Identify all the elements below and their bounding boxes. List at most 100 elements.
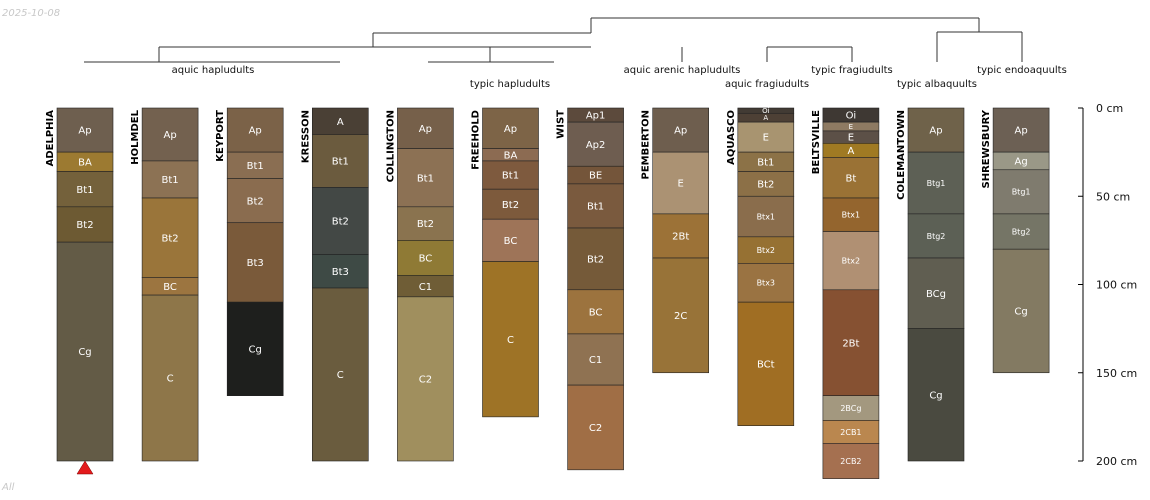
group-label-aquic-hapludults: aquic hapludults <box>172 65 255 76</box>
horizon-label: Bt3 <box>247 258 264 269</box>
horizon-label: Ag <box>1014 157 1027 168</box>
horizon-label: BA <box>504 150 518 161</box>
depth-tick-label: 50 cm <box>1096 190 1130 203</box>
horizon-label: Ap <box>249 126 262 137</box>
horizon-label: Bt2 <box>502 200 519 211</box>
horizon-label: Bt2 <box>332 217 349 228</box>
horizon-label: C1 <box>589 355 602 366</box>
horizon-label: Ap <box>78 126 91 137</box>
horizon-aquasco-8 <box>737 301 795 426</box>
horizon-kresson-2 <box>311 187 369 255</box>
horizon-label: Ap1 <box>586 111 606 122</box>
horizon-label: BA <box>78 157 92 168</box>
horizon-label: Bt1 <box>162 175 179 186</box>
horizon-label: Oi <box>846 111 857 122</box>
profile-shrewsbury: Ap Ag Btg1 Btg2 Cg SHREWSBURY <box>981 107 1050 374</box>
horizon-label: A <box>763 114 768 122</box>
horizon-label: 2Bt <box>672 232 689 243</box>
group-label-aquic-arenic-hapludults: aquic arenic hapludults <box>624 65 741 76</box>
horizon-pemberton-1 <box>652 151 710 215</box>
horizon-aquasco-5 <box>737 195 795 238</box>
horizon-collington-5 <box>397 296 454 462</box>
horizon-holmdel-4 <box>141 294 199 462</box>
horizon-beltsville-5 <box>822 197 880 232</box>
horizon-label: Bt1 <box>332 157 349 168</box>
horizon-shrewsbury-3 <box>992 213 1050 250</box>
horizon-label: BC <box>163 282 177 293</box>
profile-pemberton: Ap E 2Bt 2C PEMBERTON <box>641 107 710 374</box>
horizon-label: Bt2 <box>76 220 93 231</box>
horizon-label: Btx3 <box>757 279 775 288</box>
profile-kresson: A Bt1 Bt2 Bt3 C KRESSON <box>300 107 369 462</box>
horizon-label: Bt1 <box>247 161 264 172</box>
horizon-pemberton-3 <box>652 257 710 374</box>
horizon-label: A <box>337 117 344 128</box>
marker-triangle <box>76 460 94 475</box>
depth-axis: 0 cm 50 cm 100 cm 150 cm 200 cm <box>1078 102 1137 468</box>
horizon-label: 2CB1 <box>840 428 861 437</box>
horizon-collington-3 <box>397 240 454 276</box>
horizon-label: C1 <box>419 282 432 293</box>
horizon-label: C <box>337 370 344 381</box>
depth-tick-label: 0 cm <box>1096 102 1123 115</box>
depth-tick-label: 100 cm <box>1096 279 1137 292</box>
profile-name: FREEHOLD <box>471 110 482 170</box>
horizon-label: Bt1 <box>502 171 519 182</box>
profile-name: COLEMANTOWN <box>896 110 907 200</box>
horizon-colemantown-0 <box>907 107 965 153</box>
horizon-label: Bt1 <box>757 157 774 168</box>
horizon-label: Bt2 <box>417 219 434 230</box>
horizon-label: 2Bt <box>842 338 859 349</box>
profile-aquasco: OiA E Bt1 Bt2 Btx1 Btx2 Btx3 BCt AQUASCO <box>726 107 795 426</box>
horizon-label: Btx2 <box>757 246 775 255</box>
horizon-label: C2 <box>419 375 432 386</box>
horizon-label: Bt2 <box>247 196 264 207</box>
profile-name: SHREWSBURY <box>981 109 992 188</box>
horizon-label: Btx2 <box>842 257 860 266</box>
horizon-label: BC <box>504 236 518 247</box>
horizon-wist-4 <box>567 227 624 291</box>
depth-tick-label: 200 cm <box>1096 455 1137 468</box>
horizon-label: Bt3 <box>332 267 349 278</box>
horizon-aquasco-2 <box>737 121 795 153</box>
horizon-beltsville-8 <box>822 395 880 421</box>
profile-keyport: Ap Bt1 Bt2 Bt3 Cg KEYPORT <box>215 107 284 396</box>
date-label: 2025-10-08 <box>2 8 61 19</box>
horizon-beltsville-6 <box>822 231 880 291</box>
horizon-label: E <box>849 123 853 131</box>
horizon-label: Ap <box>419 124 432 135</box>
horizon-colemantown-4 <box>907 328 965 462</box>
horizon-label: A <box>847 146 854 157</box>
horizon-label: E <box>763 133 769 144</box>
horizon-label: Bt1 <box>417 173 434 184</box>
horizon-label: C <box>507 335 514 346</box>
group-label-typic-fragiudults: typic fragiudults <box>811 65 892 76</box>
profile-name: AQUASCO <box>726 110 737 165</box>
horizon-holmdel-0 <box>141 107 199 162</box>
profile-adelphia: Ap BA Bt1 Bt2 Cg ADELPHIA <box>45 107 114 462</box>
horizon-label: Ap2 <box>586 140 606 151</box>
horizon-label: Cg <box>1014 307 1027 318</box>
horizon-keyport-0 <box>226 107 284 153</box>
horizon-label: Btx1 <box>842 211 860 220</box>
dendrogram: aquic hapludults typic hapludults aquic ar… <box>84 17 1067 90</box>
horizon-colemantown-1 <box>907 151 965 215</box>
horizon-kresson-1 <box>311 134 369 188</box>
group-label-typic-hapludults: typic hapludults <box>470 79 550 90</box>
profile-name: COLLINGTON <box>385 110 396 182</box>
horizon-label: C2 <box>589 423 602 434</box>
horizon-adelphia-2 <box>56 171 114 208</box>
horizon-keyport-1 <box>226 151 284 179</box>
group-label-typic-endoaquults: typic endoaquults <box>977 65 1067 76</box>
horizon-label: Bt2 <box>757 179 774 190</box>
horizon-shrewsbury-4 <box>992 248 1050 374</box>
profile-holmdel: Ap Bt1 Bt2 BC C HOLMDEL <box>130 107 199 462</box>
profile-name: HOLMDEL <box>130 109 141 164</box>
panel-label: All <box>2 482 15 493</box>
horizon-label: C <box>167 374 174 385</box>
horizon-label: Bt1 <box>587 202 604 213</box>
horizon-label: BC <box>589 307 603 318</box>
